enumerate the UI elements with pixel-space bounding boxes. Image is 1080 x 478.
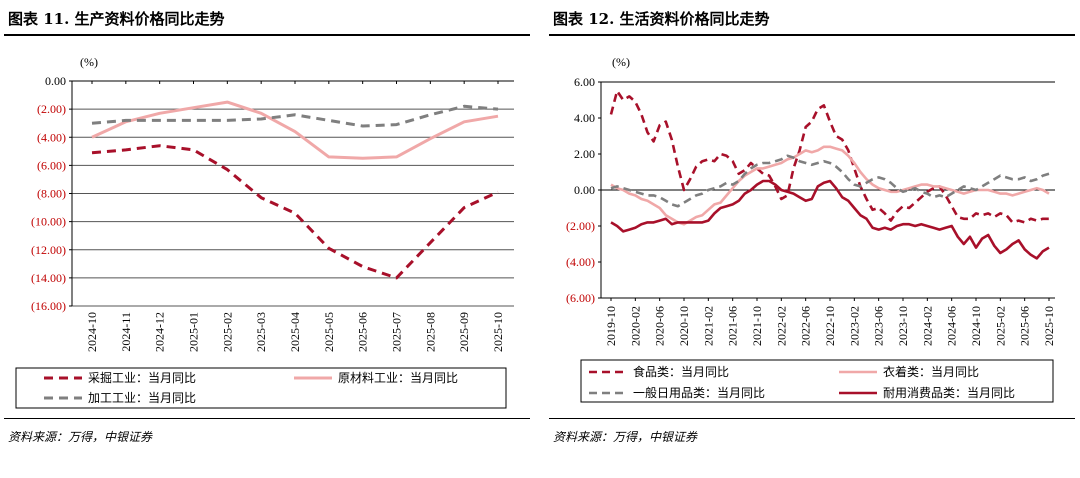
- x-tick-label: 2025-02: [993, 306, 1007, 346]
- series-line-3: [91, 104, 499, 128]
- x-tick-label: 2021-10: [750, 306, 764, 346]
- x-tick-label: 2024-06: [945, 306, 959, 346]
- x-tick-label: 2023-10: [896, 306, 910, 346]
- legend-label: 加工工业：当月同比: [88, 391, 196, 405]
- x-tick-label: 2024-10: [85, 312, 99, 352]
- series-line-1: [609, 89, 1049, 224]
- x-tick-label: 2025-02: [220, 312, 234, 352]
- x-tick-label: 2022-06: [799, 306, 813, 346]
- figure-title: 图表 12. 生活资料价格同比走势: [553, 10, 770, 28]
- x-tick-label: 2021-02: [701, 306, 715, 346]
- x-tick-label: 2022-02: [774, 306, 788, 346]
- x-tick-label: 2020-02: [628, 306, 642, 346]
- x-tick-label: 2025-09: [457, 312, 471, 352]
- x-tick-label: 2024-11: [119, 312, 133, 352]
- x-tick-label: 2025-01: [187, 312, 201, 352]
- y-tick-label: (6.00): [37, 158, 66, 172]
- y-tick-label: (16.00): [31, 299, 66, 313]
- x-tick-label: 2024-02: [920, 306, 934, 346]
- x-tick-label: 2025-06: [1018, 306, 1032, 346]
- series-line-4: [610, 179, 1050, 260]
- x-tick-label: 2025-03: [254, 312, 268, 352]
- y-tick-label: (14.00): [31, 271, 66, 285]
- y-tick-label: (10.00): [31, 215, 66, 229]
- x-tick-label: 2019-10: [604, 306, 618, 346]
- title-rule: [549, 34, 1075, 36]
- series-line-2: [91, 100, 499, 160]
- y-tick-label: 2.00: [574, 147, 595, 161]
- footer-rule: [4, 418, 530, 419]
- y-tick-label: 4.00: [574, 111, 595, 125]
- x-tick-label: 2025-05: [322, 312, 336, 352]
- y-tick-label: 0.00: [574, 183, 595, 197]
- y-axis-label: (%): [612, 55, 630, 69]
- production-materials-chart: (%) 0.00 (2.00) (4.00) (6.00) (8.00) (10.00) (1…: [15, 55, 514, 409]
- y-tick-label: (8.00): [37, 187, 66, 201]
- y-tick-label: (4.00): [37, 130, 66, 144]
- x-tick-label: 2023-02: [847, 306, 861, 346]
- legend-label: 耐用消费品类：当月同比: [883, 386, 1015, 400]
- y-tick-label: 6.00: [574, 75, 595, 89]
- figure-title: 图表 11. 生产资料价格同比走势: [8, 10, 225, 28]
- y-tick-label: (2.00): [37, 102, 66, 116]
- x-tick-label: 2025-07: [390, 312, 404, 352]
- y-tick-label: (2.00): [566, 219, 595, 233]
- legend-label: 衣着类：当月同比: [883, 364, 979, 379]
- x-tick-label: 2022-10: [823, 306, 837, 346]
- source-note: 资料来源：万得，中银证券: [8, 430, 153, 444]
- x-tick-label: 2025-08: [423, 312, 437, 352]
- x-tick-label: 2020-06: [653, 306, 667, 346]
- x-tick-label: 2025-10: [1042, 306, 1056, 346]
- legend-box: [580, 359, 1054, 403]
- figure-11-panel: 图表 11. 生产资料价格同比走势 (%) 0.00 (2.00) (4.00) (6.…: [4, 0, 534, 478]
- x-tick-label: 2025-06: [356, 312, 370, 352]
- footer-rule: [549, 418, 1075, 419]
- x-tick-label: 2021-06: [726, 306, 740, 346]
- y-tick-label: (12.00): [31, 243, 66, 257]
- y-axis-label: (%): [80, 55, 98, 69]
- legend-box: [15, 367, 507, 409]
- source-note: 资料来源：万得，中银证券: [553, 430, 698, 444]
- legend-label: 一般日用品类：当月同比: [633, 385, 765, 400]
- series-line-1: [91, 144, 499, 280]
- figure-12-panel: 图表 12. 生活资料价格同比走势 (%) 6.00 4.00 2.00 0.00 (2.…: [549, 0, 1079, 478]
- x-tick-label: 2024-10: [969, 306, 983, 346]
- y-tick-label: (6.00): [566, 291, 595, 305]
- legend-label: 食品类：当月同比: [633, 364, 729, 379]
- y-tick-label: 0.00: [45, 74, 66, 88]
- series-line-3: [610, 154, 1050, 208]
- y-tick-label: (4.00): [566, 255, 595, 269]
- x-tick-label: 2023-06: [872, 306, 886, 346]
- title-rule: [4, 34, 530, 36]
- legend-label: 原材料工业：当月同比: [338, 371, 458, 385]
- x-tick-label: 2025-10: [491, 312, 505, 352]
- living-materials-chart: (%) 6.00 4.00 2.00 0.00 (2.00) (4.00) (6.00) 201…: [566, 55, 1056, 403]
- x-tick-label: 2024-12: [153, 312, 167, 352]
- x-tick-label: 2020-10: [677, 306, 691, 346]
- legend-label: 采掘工业：当月同比: [88, 370, 196, 385]
- x-tick-label: 2025-04: [288, 312, 302, 352]
